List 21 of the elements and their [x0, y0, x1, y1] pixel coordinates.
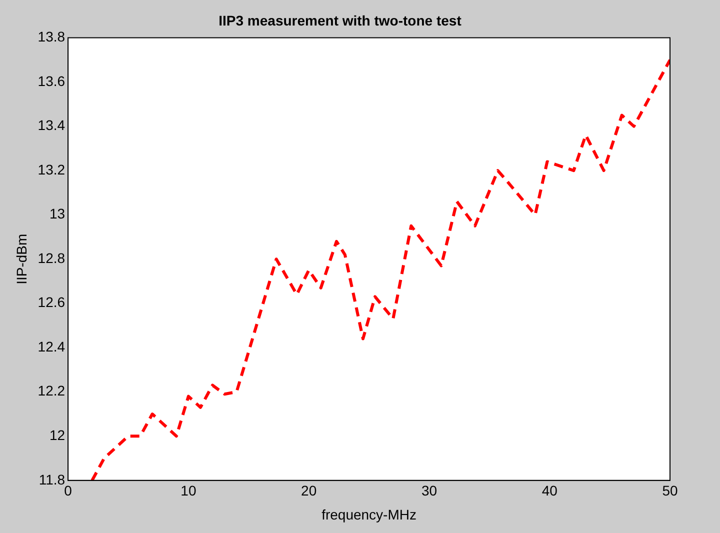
x-tick-label: 40	[542, 482, 558, 499]
y-tick-label: 13.4	[38, 117, 66, 134]
line-series	[90, 58, 670, 480]
y-tick-label: 12.8	[38, 250, 66, 266]
x-tick-label: 50	[662, 482, 678, 499]
y-tick-label: 13.6	[38, 72, 66, 89]
x-tick-label: 0	[64, 482, 72, 499]
y-tick-label: 13.2	[38, 161, 66, 178]
x-tick-label: 30	[421, 482, 438, 499]
x-tick-label: 10	[180, 482, 196, 499]
y-tick-label: 12.2	[38, 382, 66, 399]
chart-title: IIP3 measurement with two-tone test	[218, 12, 462, 28]
y-tick-label: 11.8	[38, 471, 66, 488]
y-axis-title: IIP-dBm	[13, 234, 30, 284]
y-tick-label: 12.4	[38, 338, 66, 354]
y-tick-label: 12.6	[38, 294, 66, 310]
x-axis-title: frequency-MHz	[322, 506, 416, 522]
y-tick-label: 13.8	[38, 28, 66, 45]
y-tick-label: 13	[49, 206, 66, 222]
x-tick-label: 20	[301, 482, 317, 499]
y-tick-label: 12	[49, 427, 66, 443]
